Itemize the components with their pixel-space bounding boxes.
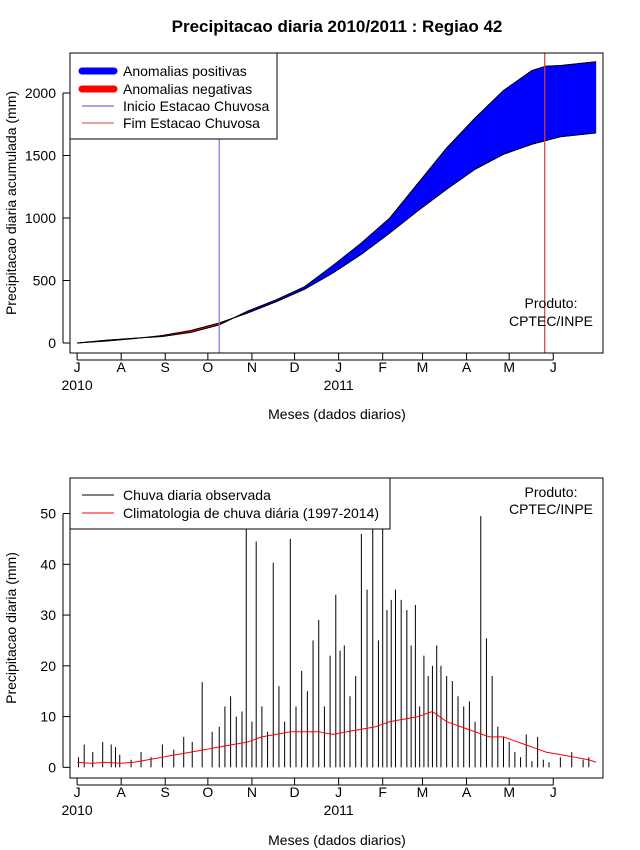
observed-accumulated-line [77,61,596,344]
top-annotation-line-2: CPTEC/INPE [509,313,593,329]
bottom-annotation-line-2: CPTEC/INPE [509,501,593,517]
top-annotation-line-1: Produto: [525,295,578,311]
y-tick-label: 1000 [25,210,56,226]
y-tick-label: 0 [48,759,56,775]
x-tick-label: D [290,784,300,800]
bottom-y-axis-label: Precipitacao diaria (mm) [3,552,19,704]
x-tick-label: A [116,784,126,800]
legend-label-end: Fim Estacao Chuvosa [123,115,260,131]
x-year-label: 2010 [62,377,93,393]
x-year-label: 2011 [324,377,354,393]
x-tick-label: J [550,359,557,375]
top-legend-box [69,52,278,140]
x-tick-label: M [503,359,515,375]
x-tick-label: F [378,359,387,375]
legend-label-onset: Inicio Estacao Chuvosa [123,98,270,114]
bottom-legend: Chuva diaria observada Climatologia de c… [69,477,391,530]
x-tick-label: M [503,784,515,800]
daily-climatology-line [77,710,597,764]
x-year-label: 2010 [62,802,93,818]
bottom-annotation-line-1: Produto: [525,484,578,500]
x-tick-label: A [462,784,472,800]
x-tick-label: S [161,784,170,800]
climatology-accumulated-line [77,132,596,344]
x-tick-label: J [335,359,342,375]
x-tick-label: D [290,359,300,375]
x-tick-label: A [462,359,472,375]
legend-label-observed: Chuva diaria observada [123,487,271,503]
bottom-legend-box [69,477,391,530]
top-x-axis-label: Meses (dados diarios) [268,406,406,422]
legend-label-negative: Anomalias negativas [123,81,252,97]
x-tick-label: J [550,784,557,800]
x-tick-label: M [417,784,429,800]
top-plot: J A S O N D J F M A M J 2010 2011 0 500 1000 1500 2000 [25,53,597,393]
bottom-x-axis-label: Meses (dados diarios) [268,832,406,848]
bottom-plot: J A S O N D J F M A M J 2010 2011 0 10 20 30 40 50 [40,506,597,818]
x-year-label: 2011 [324,802,354,818]
x-tick-label: O [202,359,213,375]
x-tick-label: N [247,784,257,800]
top-y-axis-label: Precipitacao diaria acumulada (mm) [3,91,19,315]
y-tick-label: 50 [40,506,56,522]
x-tick-label: F [378,784,387,800]
x-tick-label: J [335,784,342,800]
y-tick-label: 40 [40,556,56,572]
legend-label-positive: Anomalias positivas [123,63,247,79]
x-tick-label: N [247,359,257,375]
legend-label-climatology: Climatologia de chuva diária (1997-2014) [123,505,379,521]
y-tick-label: 20 [40,658,56,674]
y-tick-label: 2000 [25,85,56,101]
x-tick-label: J [74,359,81,375]
top-legend: Anomalias positivas Anomalias negativas … [69,52,278,140]
positive-anomaly-segment [594,61,597,134]
y-tick-label: 30 [40,607,56,623]
chart-title: Precipitacao diaria 2010/2011 : Regiao 4… [172,17,503,36]
x-tick-label: M [417,359,429,375]
x-tick-label: A [116,359,126,375]
x-tick-label: J [74,784,81,800]
x-tick-label: S [161,359,170,375]
y-tick-label: 500 [33,273,57,289]
y-tick-label: 1500 [25,148,56,164]
x-tick-label: O [202,784,213,800]
top-plot-frame [69,52,604,354]
y-tick-label: 10 [40,709,56,725]
y-tick-label: 0 [48,335,56,351]
